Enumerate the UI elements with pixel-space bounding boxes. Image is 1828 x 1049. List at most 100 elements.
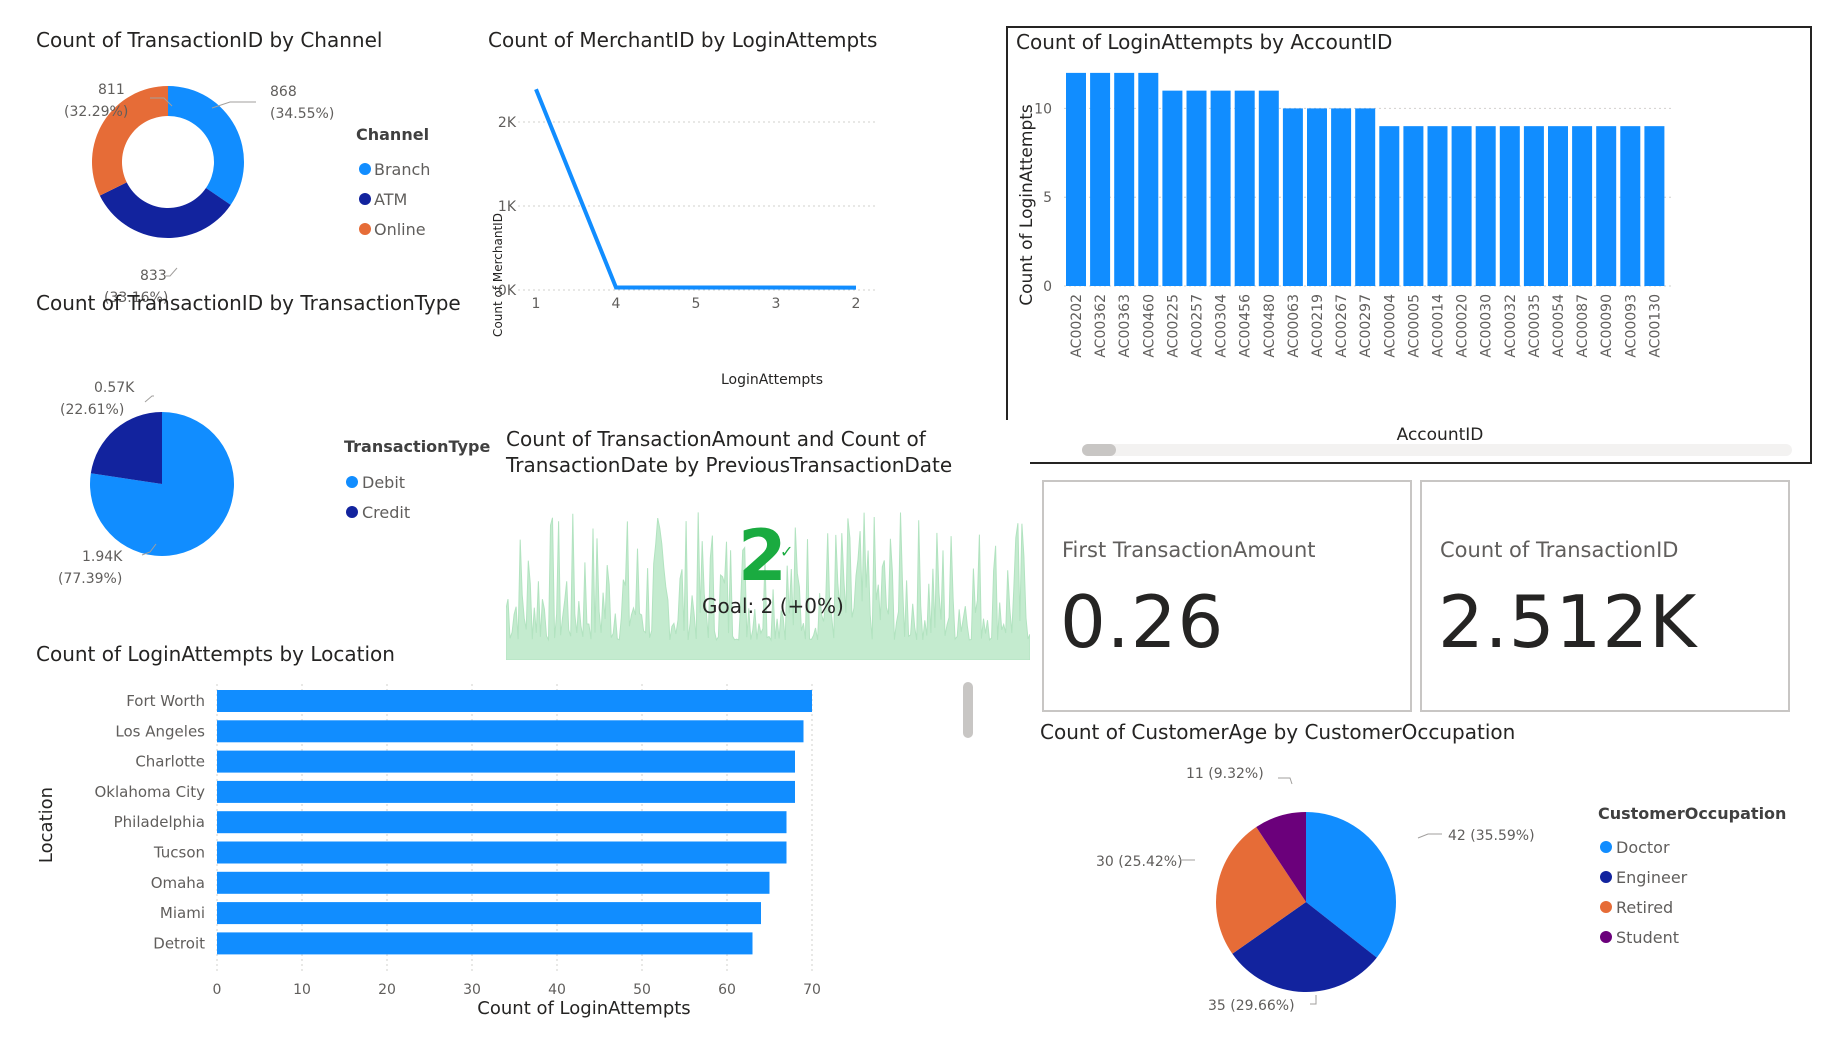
location-y-tick: Miami bbox=[160, 904, 205, 922]
first-amount-value: 0.26 bbox=[1060, 580, 1225, 664]
legend-dot-retired bbox=[1600, 901, 1612, 913]
account-y-tick: 10 bbox=[1034, 101, 1052, 117]
account-bar[interactable] bbox=[1451, 126, 1472, 286]
location-scrollbar-thumb[interactable] bbox=[963, 682, 973, 738]
account-bar[interactable] bbox=[1499, 126, 1520, 286]
location-bar[interactable] bbox=[217, 720, 804, 743]
location-y-tick: Oklahoma City bbox=[94, 783, 205, 801]
location-x-tick: 20 bbox=[378, 982, 396, 998]
account-x-tick: AC00362 bbox=[1093, 294, 1109, 358]
location-bar[interactable] bbox=[217, 932, 753, 955]
occupation-slice-student[interactable] bbox=[1256, 812, 1306, 902]
account-x-tick: AC00225 bbox=[1165, 294, 1181, 358]
account-bar[interactable] bbox=[1379, 126, 1400, 286]
location-bar[interactable] bbox=[217, 690, 812, 712]
svg-text:Debit: Debit bbox=[362, 473, 405, 492]
kpi-goal: Goal: 2 (+0%) bbox=[702, 594, 844, 618]
location-y-tick: Detroit bbox=[153, 934, 205, 952]
account-bar[interactable] bbox=[1620, 126, 1641, 286]
txtype-label-credit: 0.57K bbox=[94, 380, 135, 396]
account-x-tick: AC00020 bbox=[1455, 294, 1471, 358]
account-bar[interactable] bbox=[1258, 90, 1279, 286]
transaction-count-card[interactable]: Count of TransactionID 2.512K bbox=[1420, 480, 1790, 712]
channel-slice-atm[interactable] bbox=[99, 182, 231, 239]
legend-dot-student bbox=[1600, 931, 1612, 943]
svg-text:Credit: Credit bbox=[362, 503, 410, 522]
account-bar[interactable] bbox=[1331, 108, 1352, 287]
legend-item-debit[interactable]: Debit bbox=[346, 473, 405, 492]
legend-dot-branch bbox=[359, 163, 371, 175]
location-x-tick: 70 bbox=[803, 982, 821, 998]
account-bar-chart[interactable]: Count of LoginAttempts AccountID 0 5 10 AC… bbox=[1010, 60, 1810, 460]
location-bar[interactable] bbox=[217, 811, 787, 834]
account-bar[interactable] bbox=[1644, 126, 1665, 286]
occupation-slice-retired[interactable] bbox=[1216, 827, 1306, 954]
svg-text:Engineer: Engineer bbox=[1616, 868, 1688, 887]
account-bar[interactable] bbox=[1138, 72, 1159, 286]
legend-dot-engineer bbox=[1600, 871, 1612, 883]
account-bar[interactable] bbox=[1234, 90, 1255, 286]
txtype-pct-debit: (77.39%) bbox=[58, 571, 122, 587]
legend-item-doctor[interactable]: Doctor bbox=[1600, 838, 1670, 857]
location-bar-chart[interactable]: Location Count of LoginAttempts 0 10 20 30 4… bbox=[30, 680, 990, 1030]
first-amount-card[interactable]: First TransactionAmount 0.26 bbox=[1042, 480, 1412, 712]
channel-legend-title: Channel bbox=[356, 125, 429, 144]
channel-slice-branch[interactable] bbox=[168, 86, 245, 205]
location-bar[interactable] bbox=[217, 871, 770, 894]
channel-slice-online[interactable] bbox=[91, 86, 168, 196]
legend-item-student[interactable]: Student bbox=[1600, 928, 1679, 947]
occupation-slice-doctor[interactable] bbox=[1306, 812, 1396, 958]
txtype-slice-credit[interactable] bbox=[90, 412, 162, 484]
account-bar[interactable] bbox=[1162, 90, 1183, 286]
account-bar[interactable] bbox=[1307, 108, 1327, 287]
legend-item-retired[interactable]: Retired bbox=[1600, 898, 1673, 917]
account-bar[interactable] bbox=[1186, 90, 1207, 286]
legend-item-engineer[interactable]: Engineer bbox=[1600, 868, 1688, 887]
location-y-tick: Charlotte bbox=[135, 753, 205, 771]
legend-item-online[interactable]: Online bbox=[359, 220, 426, 239]
donut-pct-branch: (34.55%) bbox=[270, 106, 334, 122]
account-bar[interactable] bbox=[1355, 108, 1376, 287]
location-bar[interactable] bbox=[217, 902, 761, 925]
channel-donut-chart[interactable]: 868 (34.55%) 811 (32.29%) 833 (33.16%) C… bbox=[60, 70, 440, 320]
account-bar[interactable] bbox=[1210, 90, 1231, 286]
account-x-tick: AC00267 bbox=[1334, 294, 1350, 358]
account-x-tick: AC00304 bbox=[1214, 294, 1230, 358]
location-bar[interactable] bbox=[217, 780, 795, 803]
account-x-tick: AC00257 bbox=[1190, 294, 1206, 358]
legend-item-atm[interactable]: ATM bbox=[359, 190, 407, 209]
legend-dot-credit bbox=[346, 506, 358, 518]
location-chart-title: Count of LoginAttempts by Location bbox=[36, 642, 395, 666]
account-x-axis-title: AccountID bbox=[1397, 425, 1484, 445]
account-scrollbar-track[interactable] bbox=[1082, 444, 1792, 456]
account-bar[interactable] bbox=[1523, 126, 1544, 286]
location-bar[interactable] bbox=[217, 750, 795, 773]
kpi-value: 2 bbox=[738, 515, 787, 597]
account-bar[interactable] bbox=[1403, 126, 1424, 286]
kpi-sparkline bbox=[506, 512, 1030, 660]
merchant-series-line bbox=[534, 88, 857, 290]
account-bar[interactable] bbox=[1572, 126, 1593, 286]
account-x-tick: AC00005 bbox=[1406, 294, 1422, 358]
account-x-tick: AC00014 bbox=[1431, 294, 1447, 358]
account-bar[interactable] bbox=[1282, 108, 1303, 287]
account-bar[interactable] bbox=[1090, 72, 1111, 286]
occupation-pie-chart[interactable]: 42 (35.59%) 35 (29.66%) 30 (25.42%) 11 (… bbox=[1080, 752, 1820, 1022]
account-bar[interactable] bbox=[1475, 126, 1496, 286]
txtype-pie-chart[interactable]: 0.57K (22.61%) 1.94K (77.39%) Transactio… bbox=[40, 370, 500, 600]
donut-pct-online: (32.29%) bbox=[64, 104, 128, 120]
account-bar[interactable] bbox=[1427, 126, 1448, 286]
account-x-tick: AC00054 bbox=[1551, 294, 1567, 358]
location-bar[interactable] bbox=[217, 841, 787, 864]
account-bar[interactable] bbox=[1114, 72, 1135, 286]
legend-item-branch[interactable]: Branch bbox=[359, 160, 430, 179]
account-bar[interactable] bbox=[1066, 72, 1086, 286]
legend-item-credit[interactable]: Credit bbox=[346, 503, 410, 522]
account-scrollbar-thumb[interactable] bbox=[1082, 444, 1116, 456]
account-bar[interactable] bbox=[1548, 126, 1568, 286]
location-y-tick: Tucson bbox=[153, 844, 205, 862]
account-bar[interactable] bbox=[1596, 126, 1617, 286]
account-x-tick: AC00219 bbox=[1310, 294, 1326, 358]
occupation-slice-engineer[interactable] bbox=[1232, 902, 1377, 992]
